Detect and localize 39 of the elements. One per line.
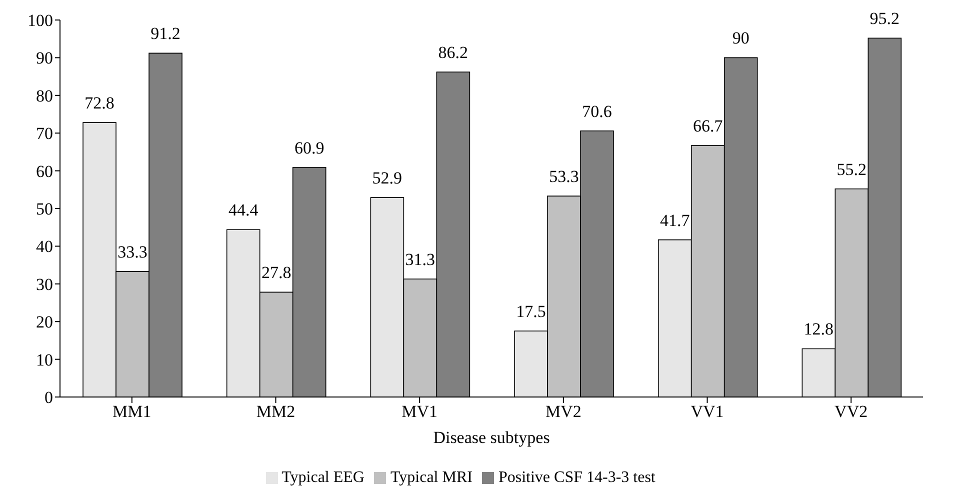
y-tick-label: 80: [36, 86, 53, 106]
y-tick-label: 40: [36, 237, 53, 256]
data-label: 70.6: [582, 102, 612, 121]
y-tick-label: 30: [36, 274, 53, 294]
data-label: 86.2: [438, 43, 468, 62]
data-label: 91.2: [150, 24, 180, 44]
data-label: 52.9: [372, 168, 402, 188]
legend-label: Typical MRI: [390, 469, 472, 486]
legend-label: Typical EEG: [282, 469, 364, 486]
y-tick-label: 100: [28, 11, 53, 30]
y-tick-label: 50: [36, 200, 53, 219]
x-axis-title: Disease subtypes: [433, 428, 550, 448]
data-label: 95.2: [870, 9, 900, 28]
x-tick-label: MV2: [545, 402, 582, 422]
data-label: 33.3: [118, 242, 148, 262]
data-label: 31.3: [405, 250, 436, 269]
y-tick-label: 60: [36, 162, 53, 181]
data-label: 72.8: [84, 94, 114, 113]
x-tick-label: MM2: [256, 402, 296, 422]
y-tick-label: 0: [44, 388, 53, 408]
data-label: 41.7: [660, 210, 690, 230]
data-label: 44.4: [228, 200, 259, 220]
y-tick-label: 20: [36, 312, 53, 332]
data-label: 66.7: [692, 116, 724, 136]
data-label: 12.8: [804, 320, 834, 339]
x-tick-label: MM1: [112, 402, 152, 422]
data-label: 53.3: [549, 167, 579, 186]
data-label: 55.2: [836, 160, 867, 179]
data-label: 27.8: [261, 263, 292, 282]
y-tick-label: 10: [36, 350, 53, 370]
legend-label: Positive CSF 14-3-3 test: [498, 469, 656, 486]
y-tick-label: 90: [36, 48, 53, 68]
data-label: 60.9: [294, 138, 324, 158]
x-tick-label: VV1: [690, 402, 724, 422]
data-label: 90: [732, 28, 750, 48]
y-tick-label: 70: [36, 124, 53, 144]
x-tick-label: MV1: [402, 402, 438, 422]
data-label: 17.5: [516, 302, 546, 322]
x-tick-label: VV2: [834, 402, 868, 422]
